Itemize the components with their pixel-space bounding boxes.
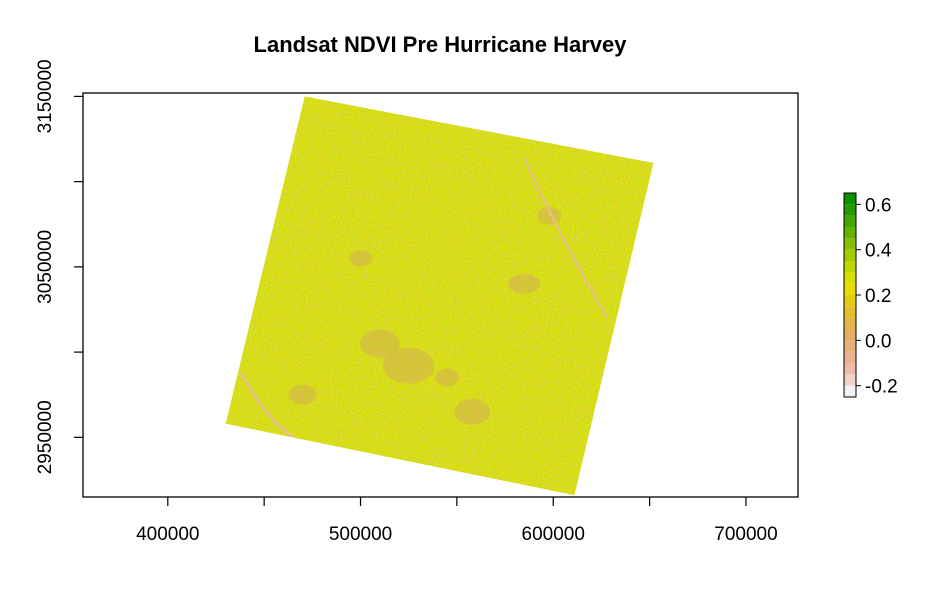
legend-label: -0.2 bbox=[865, 377, 898, 398]
legend-swatch bbox=[844, 295, 856, 307]
x-tick-label: 600000 bbox=[522, 524, 585, 545]
legend-swatch bbox=[844, 283, 856, 295]
legend-swatch bbox=[844, 261, 856, 273]
y-tick-label: 3150000 bbox=[35, 59, 56, 133]
ndvi-raster bbox=[225, 96, 654, 496]
legend-swatch bbox=[844, 215, 856, 227]
y-tick-label: 3050000 bbox=[35, 230, 56, 304]
x-tick-label: 700000 bbox=[714, 524, 777, 545]
chart-title: Landsat NDVI Pre Hurricane Harvey bbox=[254, 32, 628, 57]
plot-frame bbox=[82, 92, 799, 498]
legend-swatch bbox=[844, 204, 856, 216]
legend-swatch bbox=[844, 329, 856, 341]
river-west bbox=[239, 371, 294, 439]
x-tick-label: 500000 bbox=[329, 524, 392, 545]
legend-swatch bbox=[844, 317, 856, 329]
legend-swatch bbox=[844, 249, 856, 261]
legend-swatch bbox=[844, 193, 856, 205]
legend-swatch bbox=[844, 238, 856, 250]
x-tick-label: 400000 bbox=[136, 524, 199, 545]
legend-swatch bbox=[844, 340, 856, 352]
legend-swatch bbox=[844, 351, 856, 363]
legend-swatch bbox=[844, 272, 856, 284]
legend-swatch bbox=[844, 385, 856, 397]
high-ndvi-speckle bbox=[225, 96, 654, 496]
legend-swatch bbox=[844, 306, 856, 318]
legend-swatch bbox=[844, 374, 856, 386]
legend-label: 0.4 bbox=[865, 241, 892, 262]
axes: 400000 500000 600000 700000 2950000 3050000 31… bbox=[35, 59, 799, 545]
legend-swatch bbox=[844, 227, 856, 239]
y-tick-label: 2950000 bbox=[35, 400, 56, 474]
legend-swatch bbox=[844, 363, 856, 375]
legend: -0.2 0.0 0.2 0.4 0.6 bbox=[843, 192, 898, 398]
legend-label: 0.2 bbox=[865, 286, 891, 307]
legend-label: 0.6 bbox=[865, 195, 891, 216]
legend-label: 0.0 bbox=[865, 331, 891, 352]
river-east bbox=[523, 157, 609, 319]
ndvi-scene bbox=[225, 96, 654, 496]
